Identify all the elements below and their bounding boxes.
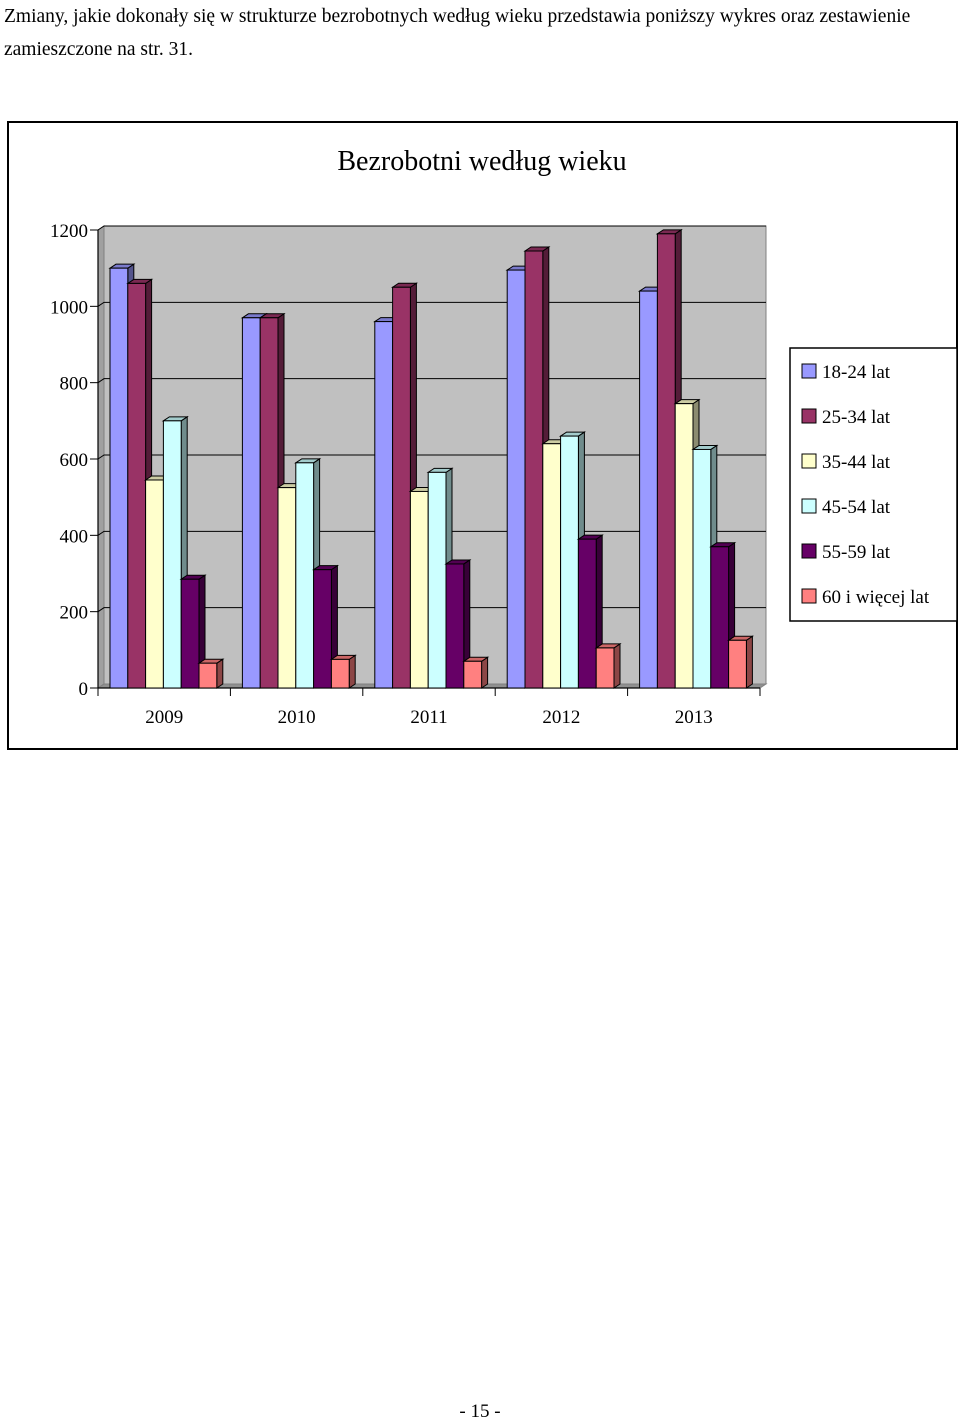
bar-front xyxy=(295,462,315,689)
bar-side xyxy=(216,658,224,689)
legend-label: 55-59 lat xyxy=(822,542,891,563)
bar-front xyxy=(445,563,465,689)
bar-front xyxy=(639,290,658,689)
bar-front xyxy=(656,233,676,689)
bar-front xyxy=(524,250,544,689)
x-tick-label: 2012 xyxy=(542,707,580,728)
bar-front xyxy=(728,639,747,689)
bar-front xyxy=(180,578,200,689)
bar-front xyxy=(463,660,483,689)
legend-swatch xyxy=(801,543,817,559)
chart-title: Bezrobotni według wieku xyxy=(337,146,626,177)
bar-front xyxy=(409,490,429,689)
bar xyxy=(594,642,622,689)
legend-label: 60 i więcej lat xyxy=(822,587,930,608)
bar-front xyxy=(162,420,182,689)
bar xyxy=(197,658,225,689)
legend-label: 35-44 lat xyxy=(822,452,891,473)
bar-front xyxy=(313,569,332,689)
legend-label: 25-34 lat xyxy=(822,407,891,428)
bar-front xyxy=(198,662,218,689)
bar xyxy=(329,654,357,689)
legend-swatch xyxy=(801,408,817,424)
bar-side xyxy=(613,642,621,689)
y-tick-label: 0 xyxy=(79,679,89,700)
bar xyxy=(558,431,587,689)
bar-front xyxy=(542,443,562,689)
legend-label: 45-54 lat xyxy=(822,497,891,518)
y-tick-label: 800 xyxy=(60,374,89,395)
chart: Bezrobotni według wieku 0 200 400 600 800 100… xyxy=(7,121,958,750)
bar-front xyxy=(241,317,261,689)
bar xyxy=(179,574,207,689)
x-tick-label: 2013 xyxy=(675,707,713,728)
x-tick-label: 2010 xyxy=(278,707,316,728)
y-tick-label: 400 xyxy=(60,526,89,547)
bar xyxy=(726,635,755,689)
bar-front xyxy=(560,435,579,689)
bar-front xyxy=(374,321,394,689)
bar-front xyxy=(127,282,147,689)
bar-side xyxy=(745,635,753,689)
bar-side xyxy=(481,656,489,689)
bar-front xyxy=(427,471,447,689)
legend-swatch xyxy=(801,588,817,604)
legend-box xyxy=(789,347,958,622)
bar-front xyxy=(577,538,597,689)
bar-front xyxy=(277,487,297,689)
bar xyxy=(462,656,490,689)
y-tick-label: 200 xyxy=(60,603,89,624)
bar-front xyxy=(595,647,615,689)
bar-front xyxy=(506,269,526,689)
bar-front xyxy=(259,317,279,689)
bar-front xyxy=(692,448,712,689)
intro-paragraph: Zmiany, jakie dokonały się w strukturze … xyxy=(4,6,911,60)
y-tick-label: 600 xyxy=(60,450,89,471)
x-tick-label: 2009 xyxy=(145,707,183,728)
bar-front xyxy=(710,546,730,689)
bar-front xyxy=(145,479,164,689)
bar-front xyxy=(674,403,694,689)
legend-swatch xyxy=(801,363,817,379)
page-number: - 15 - xyxy=(459,1401,501,1422)
legend-swatch xyxy=(801,453,817,469)
bar-front xyxy=(330,658,350,689)
bar-side xyxy=(348,654,356,689)
bar xyxy=(444,559,472,689)
legend-swatch xyxy=(801,498,817,514)
y-tick-label: 1200 xyxy=(50,221,88,242)
x-tick-label: 2011 xyxy=(410,707,447,728)
y-tick-label: 1000 xyxy=(50,297,88,318)
legend-label: 18-24 lat xyxy=(822,362,891,383)
gridline xyxy=(97,225,766,231)
bar-front xyxy=(392,286,411,689)
bar-front xyxy=(109,267,129,689)
